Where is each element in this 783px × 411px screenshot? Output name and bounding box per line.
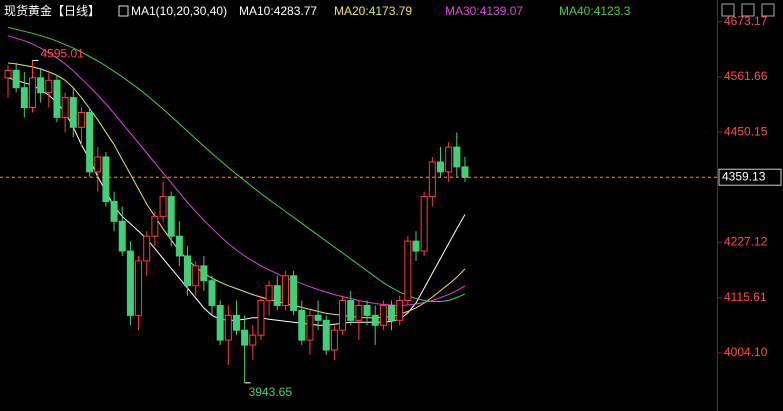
candle-body <box>224 314 232 341</box>
candle-body <box>28 77 36 108</box>
candle-body <box>428 161 436 198</box>
legend-entry: MA10:4283.77 <box>239 4 317 18</box>
candle-body <box>257 300 265 336</box>
current-price-box <box>718 168 782 186</box>
candle-body <box>184 255 192 287</box>
candle-body <box>388 304 396 321</box>
candle-body <box>347 300 355 321</box>
candle-body <box>232 314 240 331</box>
candle-body <box>143 235 151 262</box>
candle-body <box>167 196 175 237</box>
candle-body <box>379 304 387 326</box>
candle-body <box>61 97 69 118</box>
legend-name: MA20: <box>334 4 369 18</box>
legend-name: MA10: <box>239 4 274 18</box>
candle-body <box>273 285 281 306</box>
candle-body <box>135 260 143 316</box>
candle-body <box>175 235 183 257</box>
y-tick-label: 4004.10 <box>724 345 768 359</box>
candle-body <box>371 314 379 326</box>
candle-body <box>69 97 77 128</box>
candle-body <box>436 161 444 173</box>
candle-body <box>94 156 102 173</box>
indicator-label: MA1(10,20,30,40) <box>131 4 227 18</box>
candle-body <box>339 300 347 331</box>
ma-line <box>7 26 466 302</box>
y-tick-label: 4227.12 <box>724 235 768 249</box>
candle-body <box>77 111 85 128</box>
candle-body <box>290 275 298 311</box>
candle-body <box>322 319 330 351</box>
y-tick-label: 4115.61 <box>724 290 767 304</box>
candle-body <box>306 314 314 341</box>
candle-body <box>314 314 322 321</box>
candle-body <box>159 196 167 217</box>
y-tick-label: 4673.17 <box>724 14 768 28</box>
candle-body <box>445 146 453 173</box>
candle-body <box>216 304 224 341</box>
candle-body <box>208 280 216 306</box>
legend-value: 4283.77 <box>274 4 318 18</box>
legend-name: MA40: <box>559 4 594 18</box>
candle-body <box>412 240 420 252</box>
high-annotation: 4595.01 <box>40 47 84 61</box>
candle-body <box>404 240 412 302</box>
candle-body <box>37 77 45 94</box>
legend-name: MA30: <box>445 4 480 18</box>
candle-body <box>110 201 118 222</box>
candle-body <box>298 309 306 341</box>
y-tick-label: 4450.15 <box>724 124 768 138</box>
indicator-icon <box>118 5 129 17</box>
y-tick-label: 4561.66 <box>724 69 768 83</box>
low-annotation: 3943.65 <box>249 385 293 399</box>
toolbar-icon[interactable] <box>741 3 755 17</box>
legend-value: 4173.79 <box>369 4 413 18</box>
candle-body <box>86 111 94 173</box>
legend-entry: MA20:4173.79 <box>334 4 412 18</box>
legend-value: 4123.3 <box>594 4 631 18</box>
candle-body <box>453 146 461 168</box>
candle-body <box>45 79 53 94</box>
chart-title: 现货黄金【日线】 <box>4 3 100 18</box>
candle-body <box>241 329 249 346</box>
candle-body <box>151 215 159 237</box>
toolbar-icon[interactable] <box>721 3 735 17</box>
candle-body <box>330 329 338 351</box>
candle-body <box>53 79 61 118</box>
candle-body <box>281 275 289 306</box>
legend-entry: MA30:4139.07 <box>445 4 523 18</box>
candle-body <box>102 156 110 203</box>
legend-value: 4139.07 <box>480 4 524 18</box>
candle-body <box>355 304 363 321</box>
candle-body <box>118 220 126 252</box>
candle-body <box>12 69 20 89</box>
candle-body <box>249 334 257 346</box>
candle-body <box>200 265 208 282</box>
candle-body <box>461 166 469 178</box>
candle-body <box>420 196 428 252</box>
current-price-label: 4359.13 <box>722 169 766 183</box>
candle-body <box>192 265 200 287</box>
ma-line <box>7 35 466 307</box>
candle-body <box>4 69 12 79</box>
candle-body <box>20 87 28 109</box>
candle-body <box>363 304 371 316</box>
legend-entry: MA40:4123.3 <box>559 4 631 18</box>
candle-body <box>265 285 273 302</box>
candle-body <box>396 300 404 321</box>
toolbar-icon[interactable] <box>761 3 775 17</box>
candle-body <box>126 250 134 316</box>
